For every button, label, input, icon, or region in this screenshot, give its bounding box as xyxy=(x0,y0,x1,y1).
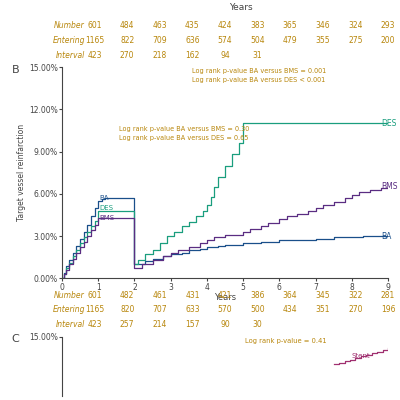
Text: DES: DES xyxy=(99,205,113,211)
Text: 434: 434 xyxy=(283,305,298,314)
Text: Years: Years xyxy=(230,4,253,12)
Text: 346: 346 xyxy=(316,21,330,30)
Text: 162: 162 xyxy=(185,51,200,60)
Text: 355: 355 xyxy=(316,36,330,45)
Text: 90: 90 xyxy=(220,320,230,330)
Text: 424: 424 xyxy=(218,21,232,30)
Text: 482: 482 xyxy=(120,291,134,300)
X-axis label: Years: Years xyxy=(214,293,236,302)
Text: 293: 293 xyxy=(381,21,395,30)
Text: 822: 822 xyxy=(120,36,134,45)
Text: 574: 574 xyxy=(218,36,232,45)
Text: 94: 94 xyxy=(220,51,230,60)
Text: 200: 200 xyxy=(381,36,395,45)
Text: 820: 820 xyxy=(120,305,134,314)
Text: 484: 484 xyxy=(120,21,134,30)
Text: B: B xyxy=(12,65,19,75)
Text: 257: 257 xyxy=(120,320,134,330)
Text: 31: 31 xyxy=(253,51,262,60)
Text: 218: 218 xyxy=(153,51,167,60)
Text: 479: 479 xyxy=(283,36,298,45)
Text: 707: 707 xyxy=(152,305,167,314)
Text: 709: 709 xyxy=(152,36,167,45)
Text: 601: 601 xyxy=(87,21,102,30)
Text: BMS: BMS xyxy=(99,215,114,221)
Text: Interval: Interval xyxy=(56,320,85,330)
Text: BA: BA xyxy=(382,232,392,240)
Text: 423: 423 xyxy=(87,51,102,60)
Text: 270: 270 xyxy=(120,51,134,60)
Text: 601: 601 xyxy=(87,291,102,300)
Text: 431: 431 xyxy=(185,291,200,300)
Text: 500: 500 xyxy=(250,305,265,314)
Text: 364: 364 xyxy=(283,291,298,300)
Text: 386: 386 xyxy=(250,291,265,300)
Text: 1165: 1165 xyxy=(85,305,104,314)
Text: 633: 633 xyxy=(185,305,200,314)
Text: Entering: Entering xyxy=(52,305,85,314)
Text: BMS: BMS xyxy=(382,182,398,191)
Text: Log rank p-value BA versus BMS = 0.001
Log rank p-value BA versus DES < 0.001: Log rank p-value BA versus BMS = 0.001 L… xyxy=(192,68,327,82)
Text: 365: 365 xyxy=(283,21,298,30)
Text: 275: 275 xyxy=(348,36,363,45)
Text: 196: 196 xyxy=(381,305,395,314)
Text: 270: 270 xyxy=(348,305,363,314)
Text: 504: 504 xyxy=(250,36,265,45)
Text: 435: 435 xyxy=(185,21,200,30)
Text: 423: 423 xyxy=(87,320,102,330)
Text: BA: BA xyxy=(99,195,109,201)
Text: Entering: Entering xyxy=(52,36,85,45)
Text: Stent: Stent xyxy=(352,353,370,359)
Text: 1165: 1165 xyxy=(85,36,104,45)
Y-axis label: Target vessel reinfarction: Target vessel reinfarction xyxy=(17,124,26,221)
Text: Log rank p-value BA versus BMS = 0.30
Log rank p-value BA versus DES = 0.65: Log rank p-value BA versus BMS = 0.30 Lo… xyxy=(119,126,249,141)
Text: 570: 570 xyxy=(218,305,232,314)
Text: 324: 324 xyxy=(348,21,363,30)
Text: 157: 157 xyxy=(185,320,200,330)
Text: 383: 383 xyxy=(250,21,265,30)
Text: 463: 463 xyxy=(152,21,167,30)
Text: 30: 30 xyxy=(253,320,262,330)
Text: 281: 281 xyxy=(381,291,395,300)
Text: 351: 351 xyxy=(316,305,330,314)
Text: DES: DES xyxy=(382,119,397,128)
Text: C: C xyxy=(12,334,19,344)
Text: Log rank p-value = 0.41: Log rank p-value = 0.41 xyxy=(244,338,326,344)
Text: 421: 421 xyxy=(218,291,232,300)
Text: 345: 345 xyxy=(316,291,330,300)
Text: 214: 214 xyxy=(153,320,167,330)
Text: 461: 461 xyxy=(152,291,167,300)
Text: Number: Number xyxy=(54,21,85,30)
Text: 636: 636 xyxy=(185,36,200,45)
Text: Interval: Interval xyxy=(56,51,85,60)
Text: Number: Number xyxy=(54,291,85,300)
Text: 322: 322 xyxy=(348,291,362,300)
